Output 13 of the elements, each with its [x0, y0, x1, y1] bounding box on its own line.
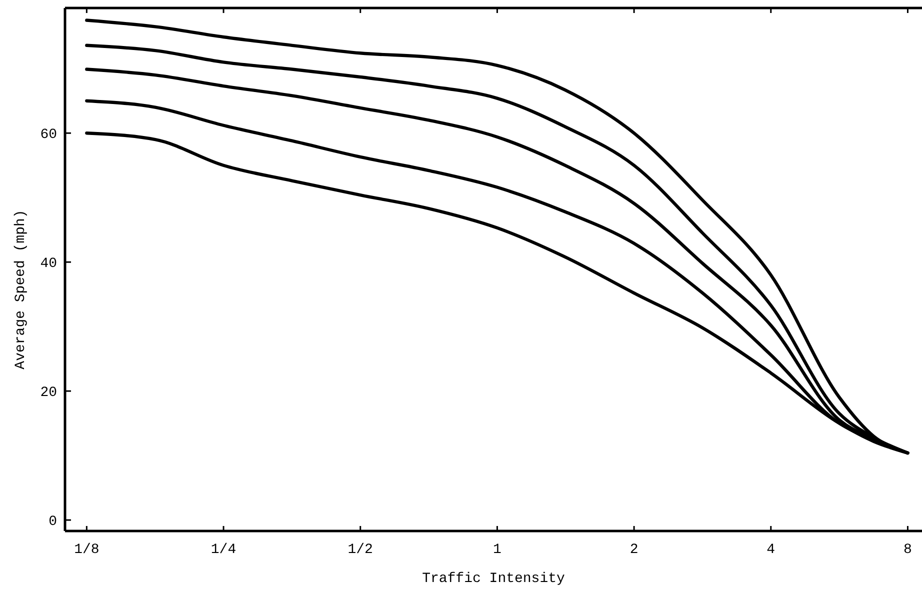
y-tick-label: 60	[40, 127, 57, 144]
x-tick-label: 4	[766, 542, 776, 558]
x-tick-label: 8	[904, 542, 912, 558]
x-tick-label: 1	[493, 542, 502, 558]
x-axis-title: Traffic Intensity	[422, 571, 565, 587]
y-tick-label: 40	[40, 256, 57, 272]
x-tick-label: 1/4	[210, 542, 236, 558]
x-tick-label: 1/2	[348, 542, 373, 558]
y-tick-label: 20	[40, 384, 57, 401]
x-tick-label: 2	[630, 542, 638, 558]
x-tick-label: 1/8	[74, 542, 100, 558]
y-axis-title: Average Speed (mph)	[13, 210, 29, 370]
y-tick-label: 0	[48, 514, 57, 530]
